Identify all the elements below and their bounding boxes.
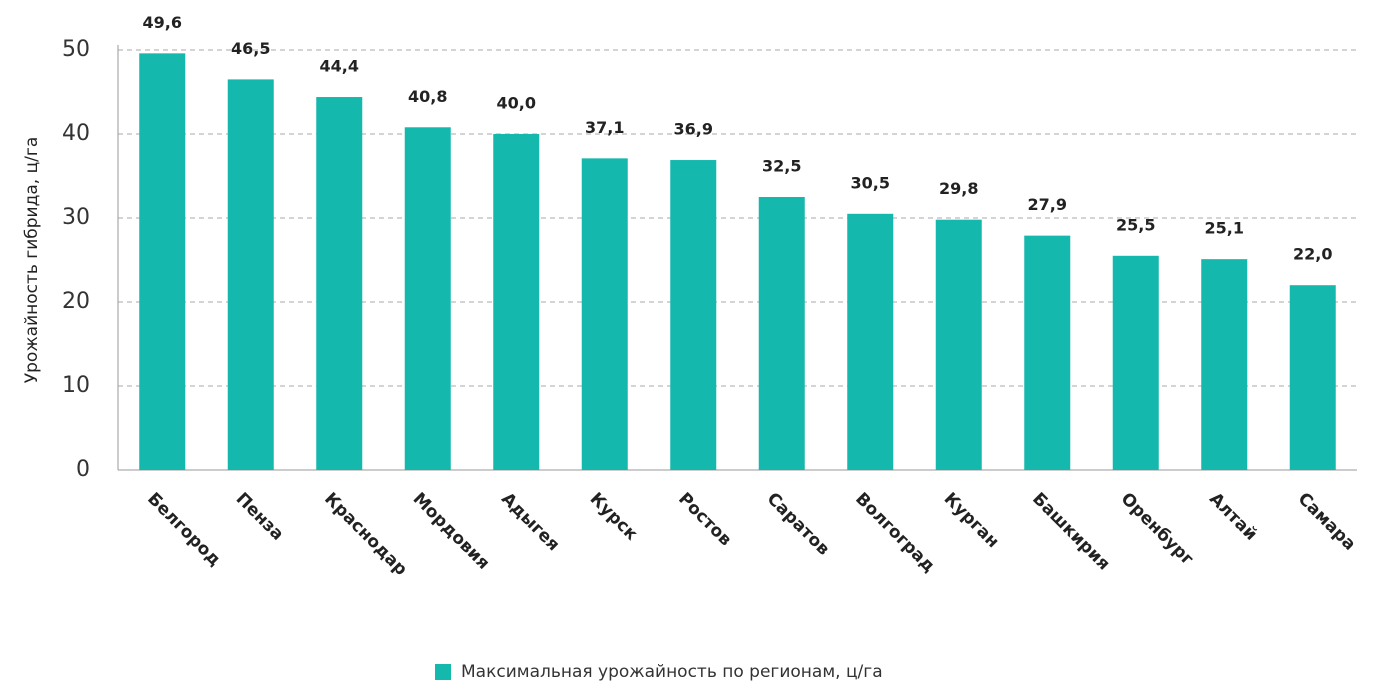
value-label: 29,8 (939, 179, 978, 198)
bar (847, 213, 894, 471)
x-tick-label: Мордовия (409, 489, 494, 574)
value-label: 40,0 (497, 94, 536, 113)
legend-swatch (435, 664, 451, 680)
x-tick-label: Курган (940, 489, 1003, 552)
x-tick-label: Волгоград (851, 489, 939, 577)
x-tick-label: Самара (1294, 489, 1360, 555)
value-label: 37,1 (585, 118, 624, 137)
x-tick-label: Краснодар (320, 489, 411, 580)
bar (758, 197, 805, 470)
y-tick-label: 10 (62, 373, 90, 398)
x-tick-label: Башкирия (1028, 489, 1114, 575)
y-tick-label: 20 (62, 289, 90, 314)
bar (227, 79, 274, 471)
value-label: 46,5 (231, 39, 270, 58)
value-label: 25,5 (1116, 215, 1155, 234)
x-tick-label: Саратов (763, 489, 834, 560)
y-tick-label: 40 (62, 121, 90, 146)
bar (1024, 235, 1071, 470)
x-tick-label: Адыгея (497, 489, 563, 555)
value-label: 36,9 (674, 120, 713, 139)
y-tick-label: 0 (76, 457, 90, 482)
bar (670, 160, 717, 471)
value-label: 27,9 (1028, 195, 1067, 214)
bar (316, 97, 363, 470)
value-label: 30,5 (851, 173, 890, 192)
y-tick-label: 50 (62, 37, 90, 62)
bar (935, 219, 982, 470)
x-tick-label: Оренбург (1117, 489, 1198, 570)
bar (581, 158, 628, 471)
value-label: 44,4 (320, 57, 359, 76)
value-label: 40,8 (408, 87, 447, 106)
bar (1289, 285, 1336, 470)
bar (493, 134, 540, 470)
x-tick-label: Ростов (674, 489, 735, 550)
bar (404, 127, 451, 470)
value-label: 25,1 (1205, 219, 1244, 238)
bar (139, 53, 186, 471)
bar (1201, 259, 1248, 470)
x-tick-label: Алтай (1205, 489, 1261, 545)
y-tick-label: 30 (62, 205, 90, 230)
bar (1112, 255, 1159, 470)
value-label: 49,6 (143, 13, 182, 32)
x-tick-label: Пенза (232, 489, 288, 545)
value-label: 22,0 (1293, 245, 1332, 264)
y-axis-label: Урожайность гибрида, ц/га (22, 137, 42, 383)
legend-label: Максимальная урожайность по регионам, ц/… (461, 662, 883, 682)
value-label: 32,5 (762, 157, 801, 176)
x-tick-label: Курск (586, 489, 642, 545)
x-tick-label: Белгород (143, 489, 224, 570)
